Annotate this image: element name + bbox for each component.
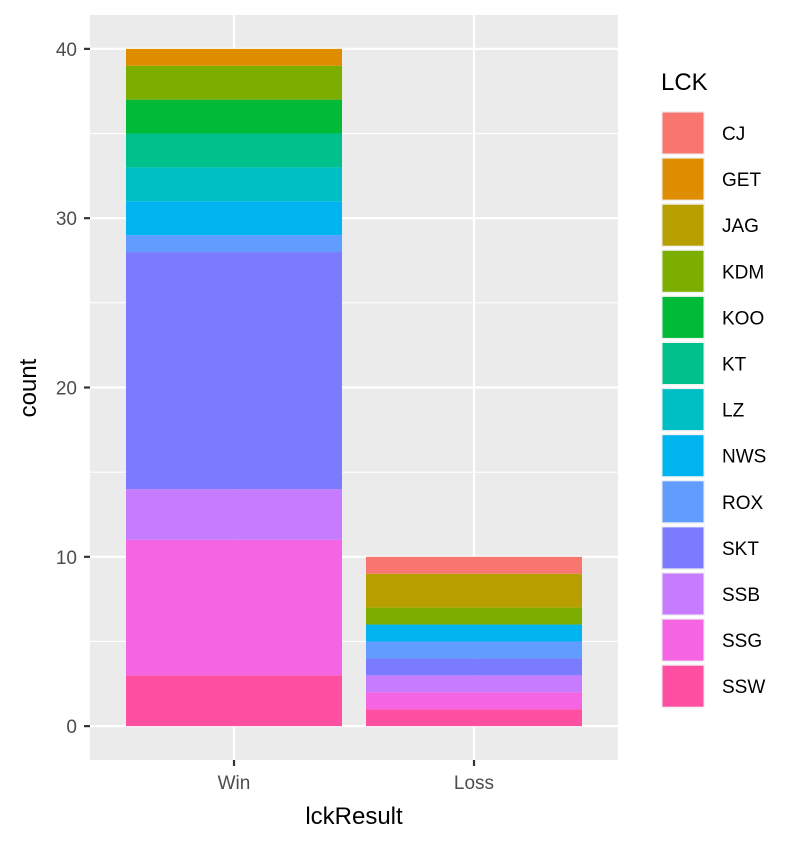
legend-label-kt: KT: [722, 355, 747, 376]
legend-label-lz: LZ: [722, 401, 745, 422]
bar-segment-win-skt: [126, 252, 342, 490]
bar-segment-win-ssb: [126, 489, 342, 540]
bar-segment-loss-ssb: [366, 675, 582, 693]
legend-swatch-cj: [662, 112, 704, 154]
bar-segment-loss-jag: [366, 573, 582, 608]
bar-segment-loss-nws: [366, 624, 582, 642]
x-axis-title: lckResult: [305, 803, 403, 830]
bar-segment-win-ssw: [126, 675, 342, 727]
legend-swatch-get: [662, 158, 704, 200]
bar-segment-win-ssg: [126, 539, 342, 676]
legend: LCK CJ GET JAG KDM KOO KT LZ NWS ROX SKT SSB SSG SSW: [661, 69, 766, 709]
legend-label-skt: SKT: [722, 539, 759, 560]
bar-segment-win-kt: [126, 133, 342, 168]
bar-segment-loss-ssw: [366, 709, 582, 727]
y-tick-label: 30: [56, 209, 77, 230]
legend-label-rox: ROX: [722, 493, 764, 514]
legend-title: LCK: [661, 69, 708, 96]
legend-swatch-nws: [662, 435, 704, 477]
bar-segment-win-koo: [126, 99, 342, 134]
bar-segment-loss-kdm: [366, 607, 582, 625]
legend-swatch-jag: [662, 204, 704, 246]
legend-label-get: GET: [722, 170, 761, 191]
bar-segment-win-nws: [126, 201, 342, 236]
x-axis: Win Loss: [218, 760, 494, 794]
legend-swatch-koo: [662, 296, 704, 338]
legend-swatch-ssw: [662, 665, 704, 707]
legend-label-kdm: KDM: [722, 262, 764, 283]
legend-swatch-kdm: [662, 250, 704, 292]
bar-segment-win-lz: [126, 167, 342, 202]
y-axis: 0 10 20 30 40: [56, 40, 90, 738]
bar-segment-loss-rox: [366, 641, 582, 659]
bar-segment-win-get: [126, 48, 342, 66]
legend-label-ssb: SSB: [722, 585, 760, 606]
legend-swatch-ssb: [662, 573, 704, 615]
bar-segment-loss-ssg: [366, 692, 582, 710]
bar-segment-win-kdm: [126, 65, 342, 100]
y-tick-label: 20: [56, 379, 77, 400]
legend-label-jag: JAG: [722, 216, 759, 237]
y-tick-label: 0: [66, 717, 77, 738]
bar-segment-loss-cj: [366, 556, 582, 574]
legend-label-nws: NWS: [722, 447, 766, 468]
legend-label-ssw: SSW: [722, 677, 765, 698]
legend-label-ssg: SSG: [722, 631, 762, 652]
legend-label-koo: KOO: [722, 308, 764, 329]
legend-swatch-kt: [662, 343, 704, 384]
x-tick-label-loss: Loss: [454, 773, 494, 794]
y-tick-label: 40: [56, 40, 77, 61]
bar-segment-loss-skt: [366, 658, 582, 676]
legend-swatch-rox: [662, 481, 704, 523]
legend-swatch-skt: [662, 527, 704, 569]
y-axis-title: count: [15, 358, 42, 417]
x-tick-label-win: Win: [218, 773, 251, 794]
legend-swatch-lz: [662, 389, 704, 431]
bars: [126, 48, 582, 727]
y-tick-label: 10: [56, 548, 77, 569]
legend-label-cj: CJ: [722, 124, 745, 145]
legend-swatch-ssg: [662, 619, 704, 661]
bar-segment-win-rox: [126, 235, 342, 253]
